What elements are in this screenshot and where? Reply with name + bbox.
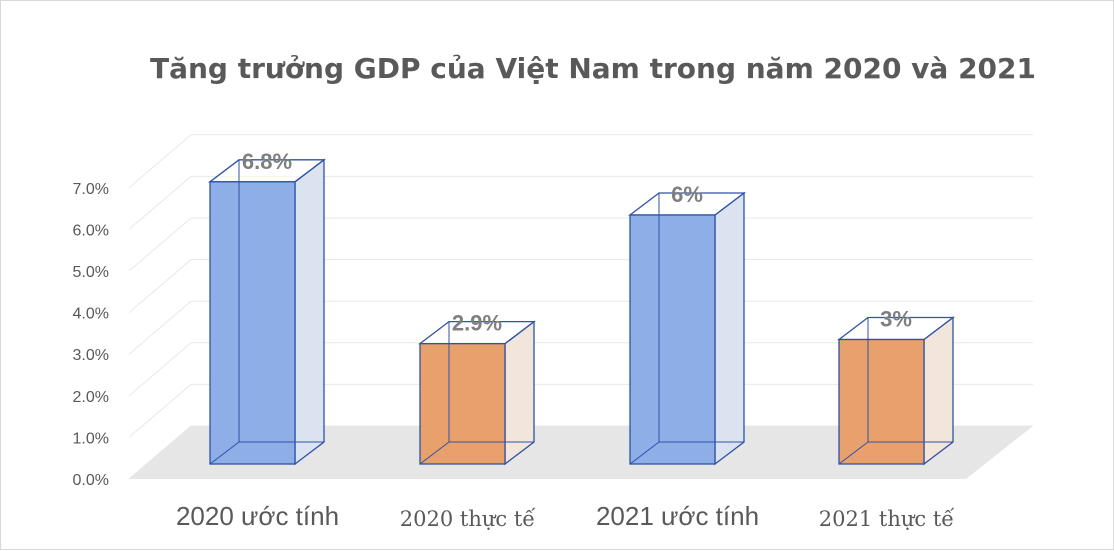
bar-front-face xyxy=(419,342,506,465)
x-category-label: 2021 ước tính xyxy=(596,501,759,531)
bar-back-edge xyxy=(209,441,240,465)
x-category-label: 2021 thực tế xyxy=(819,507,955,531)
data-label: 2.9% xyxy=(452,311,502,336)
gridline-left xyxy=(128,259,192,313)
y-tick-label: 6.0% xyxy=(73,222,109,239)
bar-back-edge xyxy=(419,441,450,465)
x-category-label: 2020 thực tế xyxy=(400,507,536,531)
y-tick-label: 1.0% xyxy=(73,430,109,447)
gridline-left xyxy=(128,134,192,189)
x-axis: 2020 ước tính 2020 thực tế 2021 ước tính 20… xyxy=(176,501,955,531)
data-label: 6% xyxy=(671,182,703,207)
bar-side-face xyxy=(714,191,745,466)
bar xyxy=(837,316,955,466)
y-tick-label: 2.0% xyxy=(73,389,109,406)
data-label: 3% xyxy=(880,307,912,332)
gridline-left xyxy=(128,176,192,230)
data-label: 6.8% xyxy=(242,149,292,174)
gridline-left xyxy=(128,342,192,397)
y-tick-label: 0.0% xyxy=(73,472,109,489)
x-category-label: 2020 ước tính xyxy=(176,501,339,531)
bar xyxy=(208,158,326,466)
gridline-left xyxy=(128,217,192,272)
y-tick-label: 5.0% xyxy=(73,264,109,281)
gridline-left xyxy=(128,384,192,438)
bars xyxy=(208,158,955,466)
y-axis: 0.0% 1.0% 2.0% 3.0% 4.0% 5.0% 6.0% 7.0% xyxy=(73,181,109,489)
bar-front-face xyxy=(838,338,925,465)
bar-front-face xyxy=(629,214,716,465)
chart-floor xyxy=(129,426,1033,479)
bar-back-edge xyxy=(838,441,869,465)
chart-title: Tăng trưởng GDP của Việt Nam trong năm 2… xyxy=(150,52,1036,85)
y-tick-label: 7.0% xyxy=(73,181,109,198)
bar-side-face xyxy=(504,320,535,466)
y-tick-label: 4.0% xyxy=(73,306,109,323)
y-tick-label: 3.0% xyxy=(73,347,109,364)
bar xyxy=(628,191,746,466)
bar-side-face xyxy=(294,158,325,466)
data-labels: 6.8% 2.9% 6% 3% xyxy=(242,149,912,336)
bar-front-face xyxy=(209,181,296,465)
bar-back-edge xyxy=(629,441,660,465)
gridline-left xyxy=(128,300,192,355)
bar xyxy=(418,320,536,466)
